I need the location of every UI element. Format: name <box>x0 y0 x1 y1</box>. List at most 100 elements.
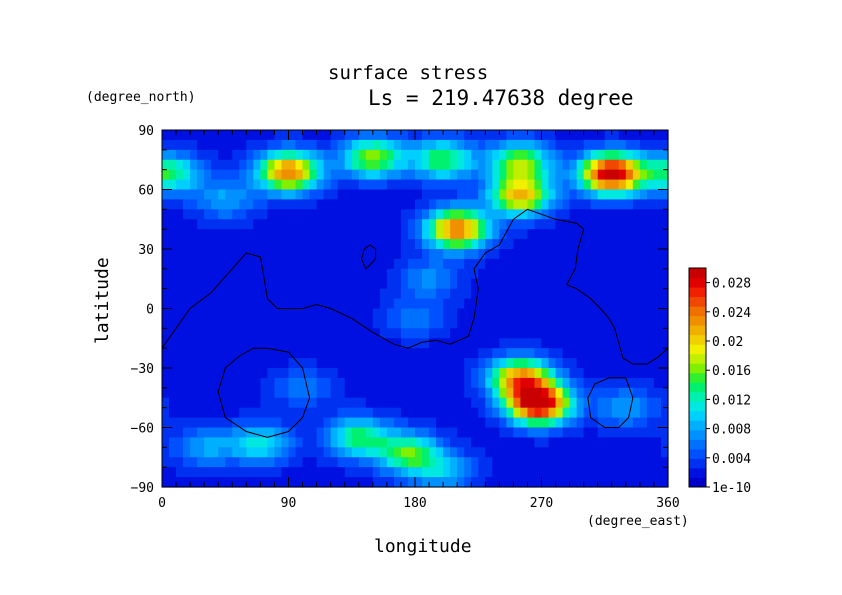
heatmap-cell <box>541 239 550 250</box>
heatmap-cell <box>646 149 655 161</box>
heatmap-cell <box>288 219 297 230</box>
heatmap-cell <box>274 179 283 191</box>
heatmap-cell <box>422 199 430 210</box>
heatmap-cell <box>386 288 395 300</box>
heatmap-cell <box>464 417 472 429</box>
heatmap-cell <box>590 417 599 429</box>
heatmap-cell <box>506 288 514 300</box>
heatmap-cell <box>323 467 332 478</box>
heatmap-cell <box>485 457 493 468</box>
heatmap-cell <box>506 229 514 240</box>
y-tick-label: −90 <box>131 481 154 496</box>
heatmap-cell <box>211 298 219 310</box>
heatmap-cell <box>253 268 261 280</box>
heatmap-cell <box>604 189 613 201</box>
heatmap-cell <box>288 229 297 240</box>
heatmap-cell <box>211 199 219 210</box>
heatmap-cell <box>618 417 627 429</box>
heatmap-cell <box>548 298 557 310</box>
heatmap-cell <box>260 189 269 201</box>
heatmap-cell <box>365 179 374 191</box>
x-tick-label: 180 <box>403 496 426 511</box>
heatmap-cell <box>450 219 458 230</box>
heatmap-cell <box>288 159 297 171</box>
heatmap-cell <box>478 288 486 300</box>
heatmap-cell <box>506 437 514 448</box>
heatmap-cell <box>422 179 430 191</box>
heatmap-cell <box>225 397 233 409</box>
heatmap-cell <box>569 387 578 399</box>
x-tick-label: 360 <box>656 496 679 511</box>
heatmap-cell <box>400 199 409 210</box>
heatmap-cell <box>190 358 198 369</box>
heatmap-cell <box>422 189 430 201</box>
heatmap-cell <box>429 477 437 488</box>
heatmap-cell <box>281 358 290 369</box>
heatmap-cell <box>190 159 198 171</box>
heatmap-cell <box>267 397 276 409</box>
x-axis-unit: (degree_east) <box>587 514 689 529</box>
heatmap-cell <box>323 149 332 161</box>
heatmap-cell <box>400 189 409 201</box>
heatmap-cell <box>429 278 437 290</box>
heatmap-cell <box>379 239 388 250</box>
heatmap-cell <box>225 149 233 161</box>
heatmap-cell <box>611 308 620 320</box>
heatmap-cell <box>611 467 620 478</box>
heatmap-cell <box>506 179 514 191</box>
heatmap-cell <box>653 467 662 478</box>
heatmap-cell <box>302 199 311 210</box>
heatmap-cell <box>415 467 423 478</box>
heatmap-cell <box>415 387 423 399</box>
heatmap-cell <box>344 130 353 141</box>
heatmap-cell <box>464 397 472 409</box>
heatmap-cell <box>618 288 627 300</box>
heatmap-cell <box>576 209 585 220</box>
heatmap-cell <box>232 219 240 230</box>
heatmap-cell <box>548 159 557 171</box>
heatmap-cell <box>555 457 564 468</box>
heatmap-cell <box>169 229 177 240</box>
heatmap-cell <box>562 139 571 151</box>
heatmap-cell <box>478 159 486 171</box>
heatmap-cell <box>485 467 493 478</box>
heatmap-cell <box>611 268 620 280</box>
heatmap-cell <box>541 348 550 359</box>
heatmap-cell <box>443 268 451 280</box>
heatmap-cell <box>660 427 669 439</box>
heatmap-cell <box>337 288 346 300</box>
heatmap-cell <box>534 258 543 270</box>
heatmap-cell <box>267 467 276 478</box>
heatmap-cell <box>576 169 585 181</box>
heatmap-cell <box>239 179 247 191</box>
heatmap-cell <box>506 239 514 250</box>
heatmap-cell <box>337 258 346 270</box>
heatmap-cell <box>197 169 205 181</box>
heatmap-cell <box>436 278 444 290</box>
heatmap-cell <box>660 387 669 399</box>
heatmap-cell <box>464 189 472 201</box>
heatmap-cell <box>260 288 269 300</box>
heatmap-cell <box>232 397 240 409</box>
heatmap-cell <box>260 377 269 389</box>
heatmap-cell <box>541 258 550 270</box>
heatmap-cell <box>232 437 240 448</box>
heatmap-cell <box>492 358 500 369</box>
heatmap-cell <box>253 239 261 250</box>
heatmap-cell <box>646 229 655 240</box>
heatmap-cell <box>393 338 402 349</box>
heatmap-cell <box>541 328 550 339</box>
heatmap-cell <box>162 477 170 488</box>
heatmap-cell <box>576 219 585 230</box>
heatmap-cell <box>534 298 543 310</box>
heatmap-cell <box>443 229 451 240</box>
heatmap-cell <box>204 417 212 429</box>
heatmap-cell <box>576 288 585 300</box>
heatmap-cell <box>267 130 276 141</box>
heatmap-cell <box>506 278 514 290</box>
heatmap-cell <box>169 298 177 310</box>
heatmap-cell <box>653 308 662 320</box>
heatmap-cell <box>330 358 339 369</box>
heatmap-cell <box>162 199 170 210</box>
heatmap-cell <box>464 477 472 488</box>
